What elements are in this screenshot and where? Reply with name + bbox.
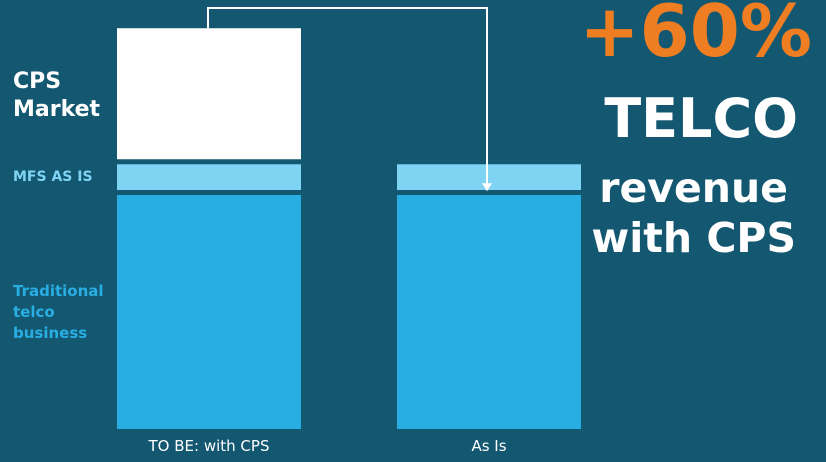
bar-segment-0-0: [117, 195, 301, 429]
headline-revenue: revenue: [599, 164, 788, 212]
category-label-as-is: As Is: [471, 437, 507, 455]
series-label-cps-market: CPS Market: [13, 69, 101, 122]
connector-arrowhead: [482, 183, 492, 192]
bar-segment-0-1: [397, 195, 581, 429]
series-label-traditional: Traditional telco business: [13, 282, 104, 342]
growth-percentage: +60%: [579, 0, 812, 73]
headline-telco: TELCO: [604, 87, 798, 150]
bar-segment-1-0: [117, 164, 301, 190]
bar-segment-2-0: [117, 28, 301, 160]
headline-with-cps: with CPS: [591, 214, 796, 262]
series-label-mfs: MFS AS IS: [13, 169, 93, 185]
connector-arrow-line: [207, 7, 488, 186]
category-label-to-be: TO BE: with CPS: [148, 437, 270, 455]
